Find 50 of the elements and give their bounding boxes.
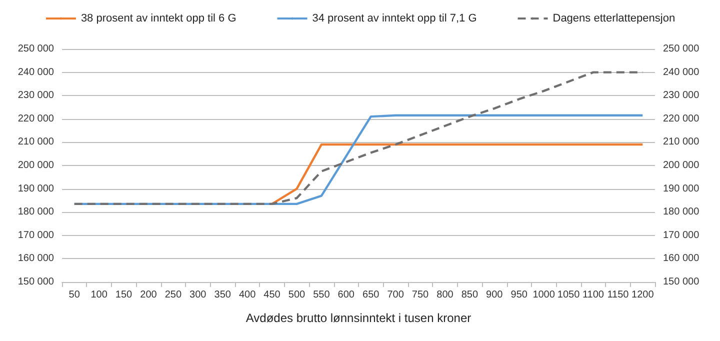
y-tick-label: 220 000 xyxy=(18,113,54,124)
x-tick-label: 750 xyxy=(412,290,430,300)
y2-tick-label: 210 000 xyxy=(663,136,700,148)
y2-tick-label: 230 000 xyxy=(663,90,700,102)
x-tick-label: 350 xyxy=(214,290,232,300)
legend-label: Dagens etterlattepensjon xyxy=(552,12,676,24)
x-tick-label: 50 xyxy=(68,290,80,300)
legend-label: 38 prosent av inntekt opp til 6 G xyxy=(80,12,236,24)
x-tick-label: 1100 xyxy=(582,290,604,300)
y2-tick-label: 160 000 xyxy=(663,253,700,264)
x-tick-label: 700 xyxy=(387,290,404,300)
x-tick-label: 600 xyxy=(338,290,355,300)
x-tick-label: 650 xyxy=(362,290,380,300)
x-tick-label: 400 xyxy=(238,290,256,300)
x-tick-label: 450 xyxy=(264,290,281,300)
y2-tick-label: 170 000 xyxy=(663,230,700,241)
x-tick-label: 150 xyxy=(115,290,133,300)
x-tick-label: 850 xyxy=(461,290,478,300)
x-tick-label: 950 xyxy=(510,290,528,300)
x-tick-label: 250 xyxy=(164,290,182,300)
y-tick-label: 190 000 xyxy=(18,183,54,194)
y2-tick-label: 240 000 xyxy=(663,66,700,78)
x-tick-label: 500 xyxy=(288,290,306,300)
y2-tick-label: 190 000 xyxy=(663,183,700,194)
x-tick-label: 100 xyxy=(90,290,108,300)
y-tick-label: 240 000 xyxy=(18,66,54,78)
x-tick-label: 900 xyxy=(486,290,504,300)
x-tick-label: 1000 xyxy=(532,290,556,300)
x-tick-label: 800 xyxy=(436,290,454,300)
x-axis-title: Avdødes brutto lønnsinntekt i tusen kroner xyxy=(246,311,472,325)
x-tick-label: 1200 xyxy=(632,290,654,300)
y-tick-label: 160 000 xyxy=(18,253,54,264)
y2-tick-label: 150 000 xyxy=(663,276,700,288)
x-tick-label: 200 xyxy=(140,290,158,300)
legend-label: 34 prosent av inntekt opp til 7,1 G xyxy=(312,12,477,24)
y-tick-label: 230 000 xyxy=(18,90,54,102)
y-tick-label: 250 000 xyxy=(18,44,54,54)
y-tick-label: 180 000 xyxy=(18,206,54,218)
y2-tick-label: 250 000 xyxy=(663,44,700,54)
y2-tick-label: 180 000 xyxy=(663,206,700,218)
x-tick-label: 550 xyxy=(313,290,330,300)
y-tick-label: 200 000 xyxy=(18,160,54,171)
y2-tick-label: 220 000 xyxy=(663,113,700,124)
y-tick-label: 210 000 xyxy=(18,136,54,148)
x-tick-label: 300 xyxy=(190,290,207,300)
y-tick-label: 150 000 xyxy=(18,276,54,288)
y2-tick-label: 200 000 xyxy=(663,160,700,171)
x-tick-label: 1050 xyxy=(557,290,580,300)
y-tick-label: 170 000 xyxy=(18,230,54,241)
x-tick-label: 1150 xyxy=(607,290,630,300)
